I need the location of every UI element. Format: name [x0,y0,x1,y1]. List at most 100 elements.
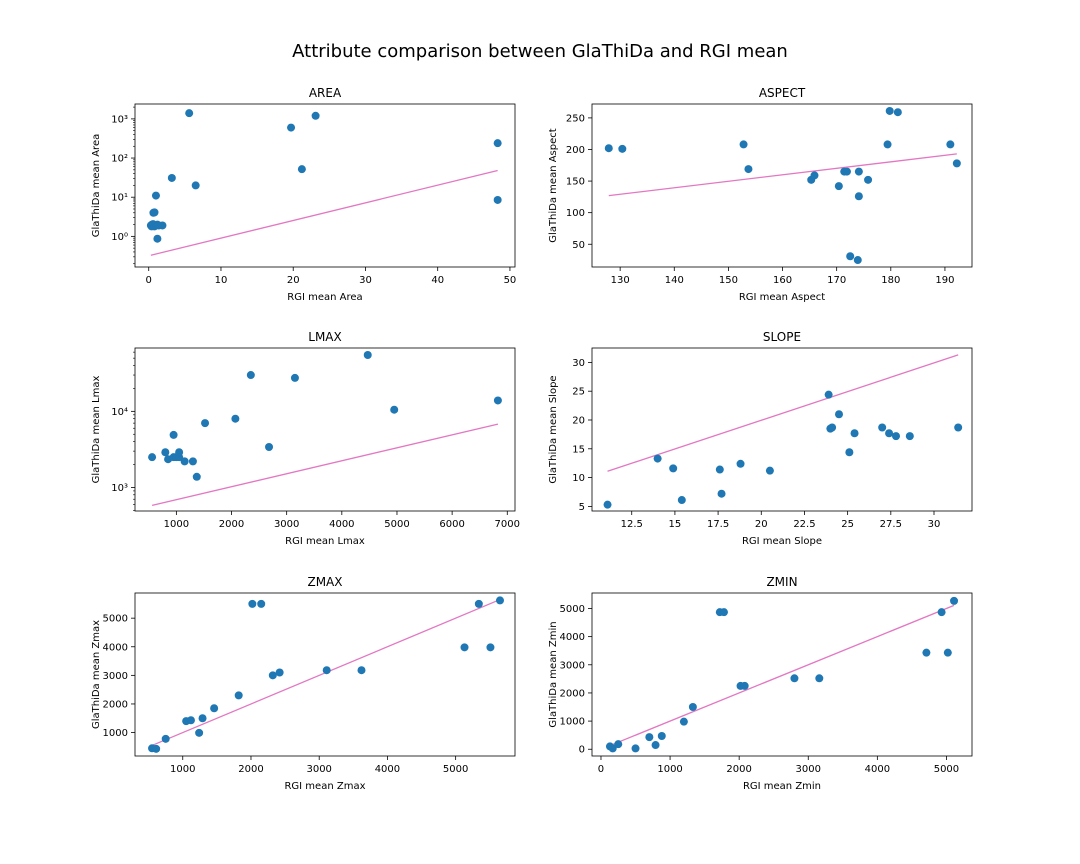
zmax-y-axis-label: GlaThiDa mean Zmax [91,620,102,729]
zmax-x-tick-label: 1000 [170,764,195,775]
figure-title: Attribute comparison between GlaThiDa an… [292,41,788,62]
aspect-data-point [946,140,955,149]
lmax-data-point [363,351,372,360]
slope-axes-frame [591,347,973,512]
lmax-data-point [148,453,157,462]
aspect-data-point [952,159,961,168]
slope-data-point [892,432,900,441]
zmax-data-point [195,728,204,737]
lmax-panel: LMAX 1000 2000 3000 4000 5000 6000 7000 10³ 10⁴ RG… [91,330,520,547]
zmin-data-point [614,740,623,749]
slope-y-tick-label: 15 [572,444,585,455]
area-data-point [158,221,167,230]
slope-data-point [845,448,854,457]
lmax-x-tick-label: 5000 [384,519,409,530]
slope-data-point [715,465,724,474]
zmax-y-tick-label: 5000 [103,614,128,625]
lmax-x-tick-label: 4000 [329,519,354,530]
lmax-x-tick-label: 1000 [164,519,189,530]
aspect-y-tick-label: 100 [566,208,585,219]
area-data-point [151,191,160,200]
lmax-x-tick-label: 2000 [219,519,244,530]
area-data-point [167,173,176,182]
slope-data-point [824,390,833,399]
slope-data-point [878,423,887,432]
zmax-data-point [474,599,483,608]
aspect-y-tick-label: 150 [566,177,585,188]
lmax-data-point [390,405,399,414]
slope-x-tick-label: 27.5 [880,519,902,530]
zmax-data-point [248,599,257,608]
zmin-data-point [651,741,660,750]
aspect-x-tick-label: 180 [881,275,900,286]
slope-data-point [885,429,894,438]
area-data-point [493,139,502,148]
aspect-data-point [810,171,819,180]
slope-x-tick-label: 15 [669,519,682,530]
lmax-data-point [180,457,189,466]
lmax-x-tick-label: 7000 [495,519,520,530]
slope-y-tick-label: 10 [572,473,585,484]
slope-data-point [835,410,843,419]
zmax-data-point [161,734,170,743]
area-x-axis-label: RGI mean Area [287,292,362,303]
aspect-reference-line [608,153,957,197]
area-x-tick-label: 30 [359,275,372,286]
slope-y-tick-label: 5 [579,502,585,513]
zmax-data-point [275,668,284,677]
area-y-tick-label: 10² [111,154,128,165]
slope-data-point [954,423,963,432]
zmax-data-point [322,666,331,675]
aspect-data-point [834,182,843,191]
zmin-y-tick-label: 1000 [560,717,585,728]
lmax-reference-line [151,423,499,507]
zmin-x-tick-label: 2000 [726,764,751,775]
lmax-y-axis-label: GlaThiDa mean Lmax [91,376,102,484]
slope-data-point [905,432,914,441]
zmin-x-tick-label: 5000 [934,764,959,775]
zmax-data-point [152,744,161,753]
area-reference-line [150,169,498,256]
area-data-point [150,208,159,217]
lmax-data-point [192,472,201,481]
slope-x-tick-label: 20 [755,519,768,530]
slope-y-tick-label: 25 [572,387,585,398]
area-x-tick-label: 20 [287,275,300,286]
lmax-axes-frame [134,347,516,512]
slope-data-point [603,500,612,509]
aspect-x-tick-label: 140 [665,275,684,286]
zmin-y-axis-label: GlaThiDa mean Zmin [548,621,559,727]
slope-x-tick-label: 25 [841,519,854,530]
slope-data-point [653,454,662,463]
slope-x-tick-label: 30 [928,519,941,530]
slope-data-point [850,429,859,438]
lmax-data-point [188,457,197,466]
area-data-point [493,195,502,204]
aspect-y-tick-label: 200 [566,145,585,156]
zmax-y-tick-label: 1000 [103,728,128,739]
zmin-y-tick-label: 0 [579,745,585,756]
zmax-x-axis-label: RGI mean Zmax [284,781,365,792]
zmin-x-tick-label: 4000 [865,764,890,775]
zmax-data-point [486,643,495,652]
lmax-data-point [201,419,210,428]
slope-x-tick-label: 22.5 [793,519,815,530]
aspect-data-point [744,165,753,174]
zmin-data-point [688,703,697,712]
area-data-point [191,181,200,190]
zmin-axes-frame [591,592,973,757]
area-y-tick-label: 10¹ [111,193,128,204]
slope-y-tick-label: 20 [572,415,585,426]
zmax-y-tick-label: 4000 [103,642,128,653]
aspect-x-tick-label: 160 [773,275,792,286]
aspect-x-tick-label: 150 [719,275,738,286]
lmax-x-tick-label: 6000 [439,519,464,530]
zmin-y-tick-label: 2000 [560,688,585,699]
aspect-data-point [883,140,892,149]
zmin-x-tick-label: 0 [598,764,604,775]
aspect-x-tick-label: 130 [611,275,630,286]
zmax-y-tick-label: 2000 [103,699,128,710]
zmax-x-tick-label: 5000 [443,764,468,775]
zmin-x-axis-label: RGI mean Zmin [743,781,821,792]
